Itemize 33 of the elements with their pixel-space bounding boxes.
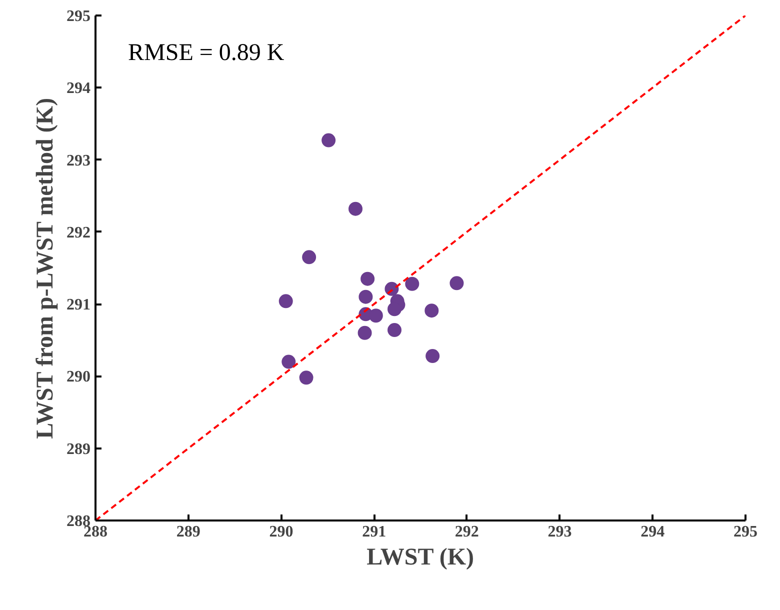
x-tick-label: 291 (362, 524, 386, 540)
x-tick-label: 292 (454, 524, 479, 540)
point (388, 323, 402, 338)
point (450, 276, 464, 290)
point (348, 202, 362, 216)
y-tick-label: 294 (66, 80, 90, 98)
point (424, 304, 439, 318)
point (302, 250, 316, 264)
y-tick-label: 293 (66, 152, 90, 170)
point (360, 272, 375, 286)
point (322, 133, 336, 148)
y-tick-label: 295 (66, 8, 90, 25)
x-tick-label: 293 (548, 524, 572, 540)
point (299, 370, 314, 385)
x-tick-label: 295 (734, 524, 758, 540)
y-tick-label: 291 (66, 296, 90, 314)
point (405, 276, 420, 291)
x-tick-label: 294 (640, 524, 665, 540)
x-tick-label: 289 (176, 524, 200, 540)
y-axis-title: LWST from p-LWST method (K) (32, 98, 58, 439)
point (426, 349, 440, 363)
y-tick-label: 292 (66, 224, 90, 242)
x-tick-label: 290 (269, 524, 294, 540)
y-tick-label: 289 (66, 440, 90, 458)
annotation: RMSE = 0.89 K (128, 40, 285, 66)
point (358, 290, 373, 304)
point (368, 308, 383, 323)
point (282, 354, 296, 369)
y-tick-label: 290 (66, 368, 90, 386)
x-axis-title: LWST (K) (366, 544, 474, 570)
point (278, 294, 293, 308)
point (358, 326, 372, 340)
point (388, 302, 402, 316)
